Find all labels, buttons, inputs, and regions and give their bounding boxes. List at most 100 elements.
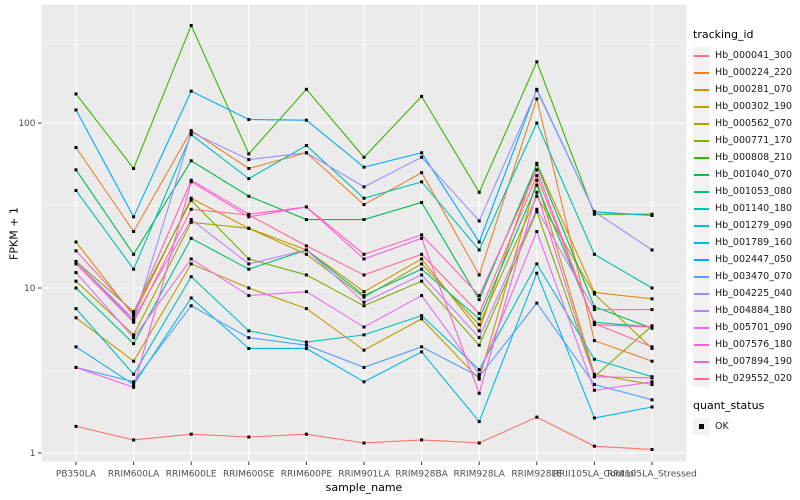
data-point [420, 438, 424, 442]
data-point [74, 260, 78, 264]
data-point [420, 180, 424, 184]
data-point [650, 398, 654, 402]
data-point [420, 94, 424, 98]
legend-line-swatch-icon [694, 241, 709, 244]
data-point [477, 368, 481, 372]
data-point [535, 190, 539, 194]
legend-key [693, 268, 710, 285]
legend-key [693, 132, 710, 149]
legend-item-label: Hb_000281_070 [715, 84, 793, 95]
data-point [420, 279, 424, 283]
data-point [304, 151, 308, 155]
data-point [247, 262, 251, 266]
data-point [132, 372, 136, 376]
x-tick-label: RRIM928BA [395, 470, 448, 480]
data-point [477, 377, 481, 381]
data-point [132, 312, 136, 316]
data-point [650, 345, 654, 349]
data-point [535, 301, 539, 305]
data-point [477, 336, 481, 340]
legend-line-swatch-icon [694, 258, 709, 261]
data-point [247, 213, 251, 217]
data-point [132, 166, 136, 170]
data-point [592, 339, 596, 343]
data-point [189, 89, 193, 93]
data-point [592, 212, 596, 216]
legend-item-label: Hb_004225_040 [715, 288, 793, 299]
data-point [420, 350, 424, 354]
black-square-point-icon [699, 424, 704, 429]
legend-item: Hb_029552_020 [693, 370, 799, 387]
legend-line-swatch-icon [694, 54, 709, 57]
legend-item: Hb_001789_160 [693, 234, 799, 251]
data-point [304, 432, 308, 436]
data-point [189, 198, 193, 202]
legend-line-swatch-icon [694, 190, 709, 193]
data-point [592, 321, 596, 325]
data-point [477, 219, 481, 223]
data-point [132, 215, 136, 219]
data-point [362, 252, 366, 256]
data-point [362, 196, 366, 200]
legend-line-swatch-icon [694, 309, 709, 312]
legend-line-swatch-icon [694, 275, 709, 278]
legend-item: Hb_001140_180 [693, 200, 799, 217]
data-point [132, 359, 136, 363]
data-point [247, 226, 251, 230]
data-point [189, 178, 193, 182]
legend-key [693, 418, 710, 435]
legend-line-swatch-icon [694, 105, 709, 108]
legend-item-label: Hb_001053_080 [715, 186, 793, 197]
data-point [74, 271, 78, 275]
data-point [592, 444, 596, 448]
data-point [247, 267, 251, 271]
data-point [535, 194, 539, 198]
data-point [304, 307, 308, 311]
data-point [650, 359, 654, 363]
data-point [477, 294, 481, 298]
data-point [477, 317, 481, 321]
data-point [650, 297, 654, 301]
legend-key [693, 47, 710, 64]
legend-item-label: Hb_007576_180 [715, 339, 793, 350]
data-point [132, 314, 136, 318]
legend-item-label: Hb_005701_090 [715, 322, 793, 333]
legend-line-swatch-icon [694, 224, 709, 227]
data-point [535, 121, 539, 125]
data-point [304, 290, 308, 294]
data-point [189, 275, 193, 279]
data-point [74, 424, 78, 428]
data-point [535, 207, 539, 211]
legend-item-label: Hb_000041_300 [715, 50, 793, 61]
data-point [74, 345, 78, 349]
legend-item-label: Hb_000808_210 [715, 152, 793, 163]
data-point [535, 88, 539, 92]
data-point [650, 405, 654, 409]
x-tick-label: RRIM600SE [223, 470, 275, 480]
data-point [362, 155, 366, 159]
x-tick-label: RRIM901LA [338, 470, 390, 480]
data-point [362, 257, 366, 261]
legend-key [693, 336, 710, 353]
data-point [247, 257, 251, 261]
x-tick-label: RRIM600PE [281, 470, 333, 480]
data-point [477, 240, 481, 244]
data-point [132, 385, 136, 389]
data-point [477, 375, 481, 379]
data-point [362, 203, 366, 207]
legend-key [693, 285, 710, 302]
data-point [189, 207, 193, 211]
data-point [477, 441, 481, 445]
legend-key [693, 251, 710, 268]
data-point [420, 257, 424, 261]
legend-items: Hb_000041_300 Hb_000224_220 Hb_000281_070 H… [693, 47, 799, 387]
legend-item-label: Hb_001789_160 [715, 237, 793, 248]
data-point [362, 185, 366, 189]
data-point [74, 262, 78, 266]
data-point [247, 329, 251, 333]
data-point [189, 296, 193, 300]
data-point [592, 383, 596, 387]
data-point [650, 383, 654, 387]
data-point [132, 438, 136, 442]
